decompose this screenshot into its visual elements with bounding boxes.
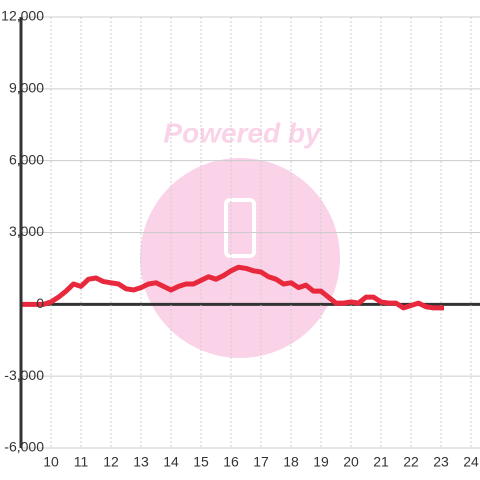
x-tick-label: 12 [103, 454, 119, 470]
y-tick-label: 6,000 [9, 151, 44, 167]
y-tick-label: -3,000 [4, 367, 44, 383]
x-tick-label: 14 [163, 454, 179, 470]
x-tick-label: 10 [43, 454, 59, 470]
watermark: Powered by [163, 117, 322, 148]
x-tick-label: 13 [133, 454, 149, 470]
x-tick-label: 15 [193, 454, 209, 470]
watermark-icon [224, 198, 256, 258]
x-tick-label: 24 [463, 454, 479, 470]
y-tick-label: 3,000 [9, 223, 44, 239]
y-tick-label: 12,000 [1, 8, 44, 24]
x-tick-label: 20 [343, 454, 359, 470]
x-tick-label: 11 [74, 454, 89, 470]
y-tick-label: 0 [36, 295, 44, 311]
x-tick-label: 19 [313, 454, 329, 470]
x-tick-label: 23 [433, 454, 449, 470]
x-tick-label: 18 [283, 454, 299, 470]
x-tick-label: 22 [403, 454, 419, 470]
x-tick-label: 17 [253, 454, 269, 470]
y-tick-label: 9,000 [9, 80, 44, 96]
x-tick-label: 16 [223, 454, 239, 470]
data-line [21, 264, 444, 311]
y-tick-label: -6,000 [4, 439, 44, 455]
x-tick-label: 21 [373, 454, 389, 470]
